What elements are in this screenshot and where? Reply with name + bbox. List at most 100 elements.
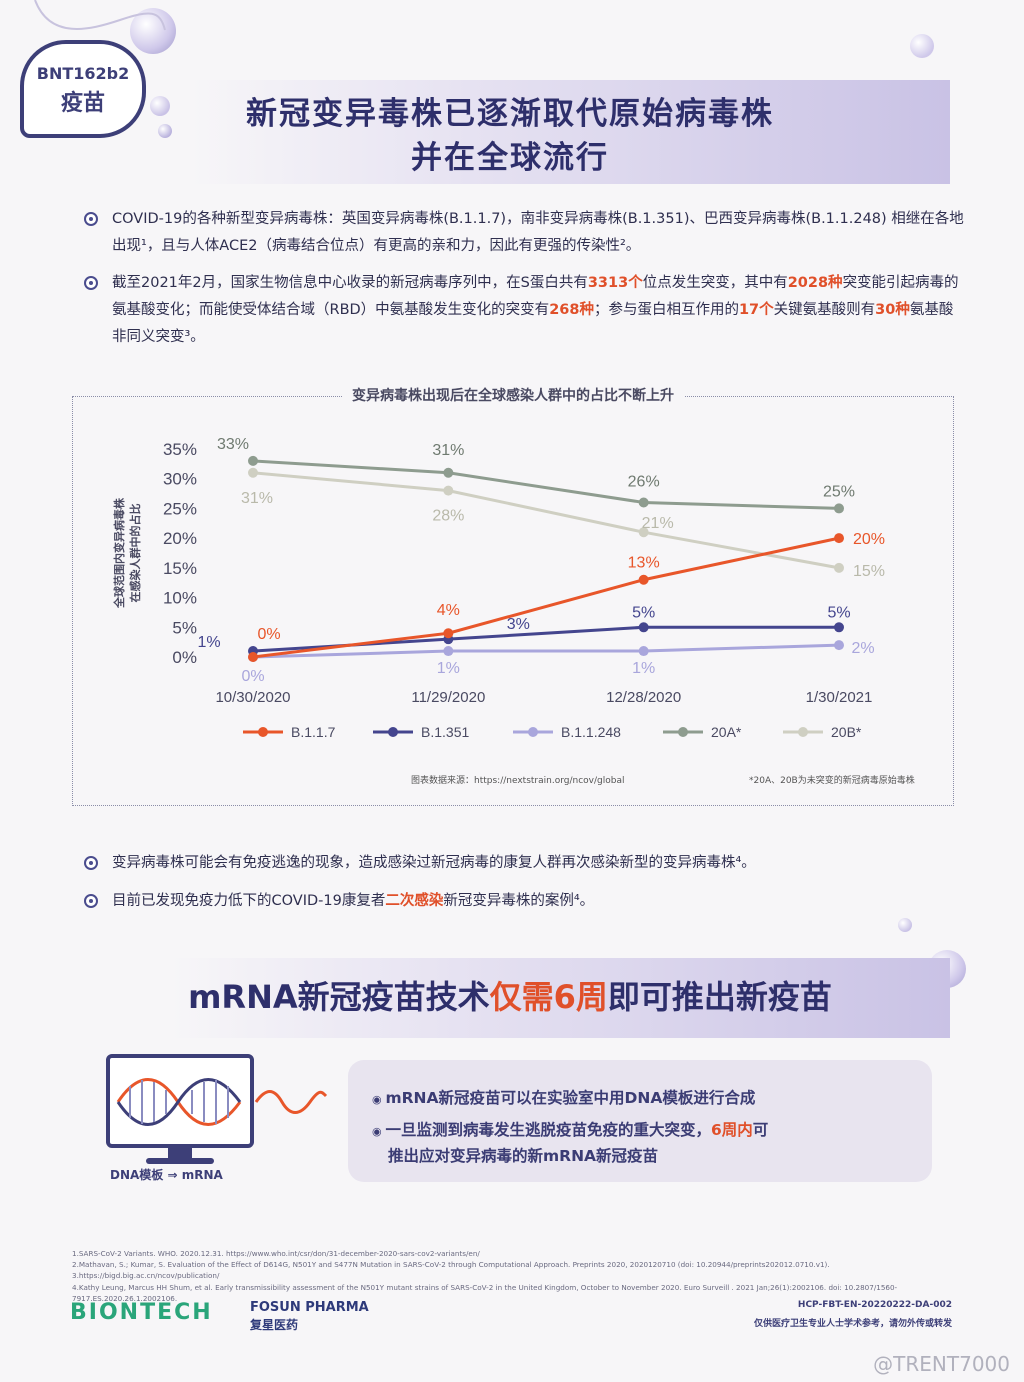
bullet-icon bbox=[84, 856, 98, 870]
legend-label: B.1.351 bbox=[421, 724, 469, 740]
data-label: 5% bbox=[827, 604, 850, 621]
line-chart: 0% 5% 10% 15% 20% 25% 30% 35% 全球范围内变异病毒株 在感染人群中的占… bbox=[112, 436, 885, 740]
data-label: 4% bbox=[437, 602, 460, 619]
series-line-b-1-1-7 bbox=[252, 536, 840, 659]
legend-swatch-marker bbox=[258, 727, 268, 737]
section2-title: mRNA新冠疫苗技术仅需6周即可推出新疫苗 bbox=[120, 972, 900, 1018]
data-point bbox=[638, 622, 649, 633]
bullet-immune-escape: 变异病毒株可能会有免疫逃逸的现象，造成感染过新冠病毒的康复人群再次感染新型的变异… bbox=[84, 850, 964, 877]
data-point bbox=[834, 503, 844, 514]
data-point bbox=[443, 628, 454, 639]
legend-label: B.1.1.248 bbox=[561, 724, 621, 740]
data-point bbox=[248, 455, 258, 466]
data-label: 20% bbox=[853, 531, 885, 548]
monitor-caption: DNA模板 ⇒ mRNA bbox=[110, 1168, 223, 1182]
header-band bbox=[190, 80, 950, 184]
bullet-mutations: 截至2021年2月，国家生物信息中心收录的新冠病毒序列中，在S蛋白共有3313个… bbox=[84, 270, 964, 351]
legend-label: 20A* bbox=[711, 724, 742, 740]
body-text: COVID-19的各种新型变异病毒株：英国变异病毒株(B.1.1.7)，南非变异… bbox=[112, 211, 964, 254]
data-label: 26% bbox=[628, 473, 660, 490]
series-line-b-1-1-248 bbox=[252, 643, 840, 659]
mrna-line2-end: 可 bbox=[752, 1121, 769, 1139]
highlight-text: 二次感染 bbox=[385, 893, 444, 909]
highlight-text: 3313个 bbox=[587, 275, 643, 291]
body-text: 突变能引起病毒的氨基酸变化；而能使受体结合域（RBD）中氨基酸发生变化的突变有 bbox=[112, 275, 959, 318]
references: 1.SARS-CoV-2 Variants. WHO. 2020.12.31. … bbox=[72, 1248, 932, 1304]
bullet-icon bbox=[84, 212, 98, 226]
chart-title: 变异病毒株出现后在全球感染人群中的占比不断上升 bbox=[342, 388, 684, 404]
section2-title-a: mRNA新冠疫苗技术 bbox=[188, 978, 490, 1016]
body-text: 变异病毒株可能会有免疫逃逸的现象，造成感染过新冠病毒的康复人群再次感染新型的变异… bbox=[112, 855, 756, 871]
data-label: 1% bbox=[437, 660, 460, 677]
mrna-info-box: ◉ mRNA新冠疫苗可以在实验室中用DNA模板进行合成 ◉ 一旦监测到病毒发生逃… bbox=[348, 1060, 932, 1182]
badge-line2: 疫苗 bbox=[60, 91, 105, 116]
y-axis-label-line2: 在感染人群中的占比 bbox=[128, 504, 142, 603]
decor-curve bbox=[34, 0, 166, 31]
legend-swatch-marker bbox=[528, 727, 538, 737]
reference-item: 3.https://bigd.big.ac.cn/ncov/publicatio… bbox=[72, 1271, 220, 1281]
decor-bubble bbox=[910, 34, 934, 58]
y-tick-label: 0% bbox=[172, 648, 197, 667]
legend-label: B.1.1.7 bbox=[291, 724, 336, 740]
fosun-logo-en: FOSUN PHARMA bbox=[250, 1300, 369, 1315]
legend-label: 20B* bbox=[831, 724, 862, 740]
data-point bbox=[248, 652, 258, 662]
mrna-line2-text: 一旦监测到病毒发生逃脱疫苗免疫的重大突变， bbox=[385, 1121, 711, 1139]
data-point bbox=[443, 485, 454, 496]
data-point bbox=[834, 622, 844, 633]
data-point bbox=[443, 467, 454, 478]
body-text: 目前已发现免疫力低下的COVID-19康复者 bbox=[112, 893, 386, 909]
bullet-icon bbox=[84, 276, 98, 290]
data-label: 13% bbox=[628, 555, 660, 572]
chart-footnote: *20A、20B为未突变的新冠病毒原始毒株 bbox=[749, 776, 915, 786]
decor-bubble bbox=[898, 918, 912, 932]
bullet-text: 目前已发现免疫力低下的COVID-19康复者二次感染新冠变异毒株的案例⁴。 bbox=[112, 888, 964, 915]
decor-bubble bbox=[150, 96, 170, 116]
bullet-icon bbox=[84, 894, 98, 908]
body-text: 关键氨基酸则有 bbox=[773, 302, 876, 318]
reference-item: 1.SARS-CoV-2 Variants. WHO. 2020.12.31. … bbox=[72, 1249, 480, 1258]
fosun-logo-cn: 复星医药 bbox=[250, 1318, 299, 1332]
page-title-line1: 新冠变异毒株已逐渐取代原始病毒株 bbox=[246, 96, 774, 132]
y-tick-label: 15% bbox=[163, 559, 197, 578]
biontech-logo: BIONTECH bbox=[70, 1300, 213, 1325]
chart-source: 图表数据来源：https://nextstrain.org/ncov/globa… bbox=[411, 776, 625, 786]
data-point bbox=[638, 527, 649, 538]
product-badge: BNT162b2 疫苗 bbox=[20, 40, 146, 138]
y-tick-label: 30% bbox=[163, 470, 197, 489]
highlight-text: 17个 bbox=[738, 302, 774, 318]
data-label: 5% bbox=[632, 604, 655, 621]
bullet-text: 截至2021年2月，国家生物信息中心收录的新冠病毒序列中，在S蛋白共有3313个… bbox=[112, 270, 964, 351]
x-tick-label: 12/28/2020 bbox=[606, 689, 681, 706]
data-point bbox=[248, 467, 258, 478]
decor-bubble bbox=[158, 124, 172, 138]
section2-title-b: 仅需6周 bbox=[489, 978, 608, 1016]
bullet-reinfection: 目前已发现免疫力低下的COVID-19康复者二次感染新冠变异毒株的案例⁴。 bbox=[84, 888, 964, 915]
data-label: 2% bbox=[851, 640, 874, 657]
section2-band bbox=[170, 958, 950, 1038]
x-tick-label: 10/30/2020 bbox=[215, 689, 290, 706]
data-point bbox=[638, 574, 649, 585]
y-tick-label: 35% bbox=[163, 440, 197, 459]
body-text: 新冠变异毒株的案例⁴。 bbox=[443, 893, 595, 909]
body-text: 氨基酸非同义突变³。 bbox=[112, 302, 954, 345]
page-title-line2: 并在全球流行 bbox=[411, 140, 609, 176]
x-tick-label: 1/30/2021 bbox=[806, 689, 873, 706]
data-label: 15% bbox=[853, 563, 885, 580]
usage-notice: 仅供医疗卫生专业人士学术参考，请勿外传或转发 bbox=[753, 1319, 952, 1329]
series-line-20a- bbox=[252, 459, 840, 510]
highlight-text: 268种 bbox=[549, 302, 594, 318]
data-label: 31% bbox=[432, 442, 464, 459]
data-label: 3% bbox=[507, 616, 530, 633]
badge-line1: BNT162b2 bbox=[36, 64, 130, 83]
body-text: 位点发生突变，其中有 bbox=[642, 275, 788, 291]
data-label: 21% bbox=[642, 515, 674, 532]
data-point bbox=[834, 640, 844, 651]
mrna-line1: ◉ mRNA新冠疫苗可以在实验室中用DNA模板进行合成 bbox=[372, 1086, 755, 1108]
reference-item: 4.Kathy Leung, Marcus HH Shum, et al. Ea… bbox=[72, 1282, 898, 1303]
data-point bbox=[834, 533, 844, 544]
data-point bbox=[638, 646, 649, 657]
body-text: 截至2021年2月，国家生物信息中心收录的新冠病毒序列中，在S蛋白共有 bbox=[112, 275, 588, 291]
mrna-line1-text: mRNA新冠疫苗可以在实验室中用DNA模板进行合成 bbox=[385, 1089, 756, 1107]
reference-item: 2.Mathavan, S.; Kumar, S. Evaluation of … bbox=[72, 1260, 830, 1270]
